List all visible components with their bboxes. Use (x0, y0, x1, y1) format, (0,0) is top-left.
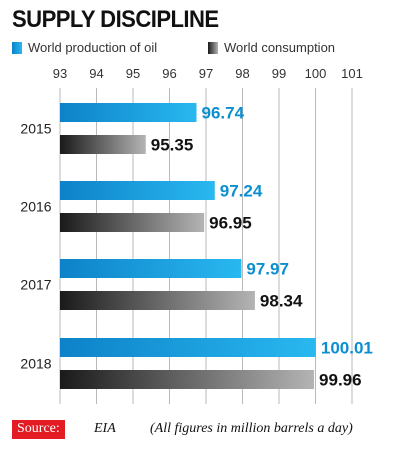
x-tick-label: 94 (89, 66, 103, 81)
x-tick-label: 95 (126, 66, 140, 81)
data-label-production: 97.97 (246, 260, 289, 279)
x-tick-label: 96 (162, 66, 176, 81)
bar-production (60, 259, 242, 278)
legend-item-production: World production of oil (12, 40, 157, 55)
x-tick-label: 100 (305, 66, 327, 81)
y-category-label: 2018 (20, 356, 51, 372)
bar-production (60, 181, 215, 200)
units-note: (All figures in million barrels a day) (150, 421, 353, 436)
bar-chart: 93 94 95 96 97 98 99 100 101 2015 96.74 95.35 2016 97… (20, 66, 373, 404)
data-label-consumption: 99.96 (319, 371, 362, 390)
data-label-production: 100.01 (321, 339, 373, 358)
legend-item-consumption: World consumption (208, 40, 335, 55)
chart-title: SUPPLY DISCIPLINE (12, 6, 219, 33)
bar-production (60, 103, 197, 122)
legend-label-consumption: World consumption (224, 40, 336, 55)
bar-production (60, 338, 316, 357)
y-category-label: 2015 (20, 121, 51, 137)
y-category-label: 2016 (20, 199, 51, 215)
x-tick-label: 101 (341, 66, 363, 81)
x-tick-label: 93 (53, 66, 67, 81)
legend-swatch-production (12, 41, 22, 54)
data-label-consumption: 95.35 (151, 136, 194, 155)
bar-consumption (60, 291, 255, 310)
legend-label-production: World production of oil (28, 40, 158, 55)
x-tick-label: 98 (235, 66, 249, 81)
footer: Source: EIA (All figures in million barr… (12, 420, 392, 442)
x-tick-label: 97 (199, 66, 213, 81)
data-label-consumption: 96.95 (209, 214, 252, 233)
x-tick-label: 99 (272, 66, 286, 81)
legend-swatch-consumption (208, 41, 218, 54)
source-label: Source: (12, 420, 65, 439)
data-label-production: 96.74 (202, 104, 245, 123)
bar-consumption (60, 370, 315, 389)
y-category-label: 2017 (20, 277, 51, 293)
source-value: EIA (94, 421, 116, 436)
data-label-consumption: 98.34 (260, 292, 303, 311)
legend: World production of oil World consumptio… (12, 40, 392, 58)
bar-consumption (60, 135, 146, 154)
bar-consumption (60, 213, 205, 232)
data-label-production: 97.24 (220, 182, 263, 201)
